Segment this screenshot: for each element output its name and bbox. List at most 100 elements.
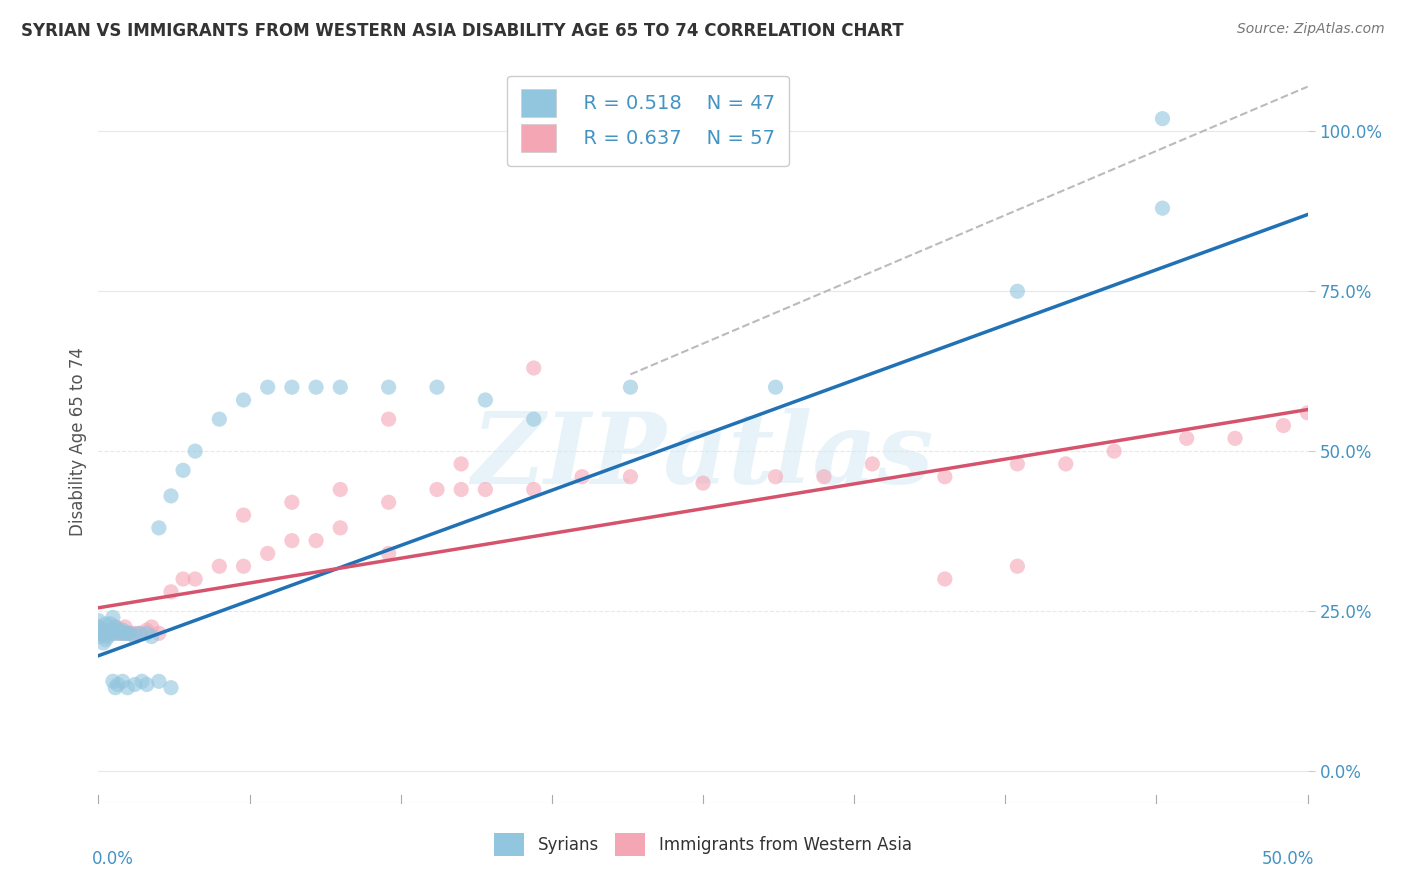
Point [111,626,134,640]
Point [523,361,546,376]
Point [172,572,194,586]
Point [329,483,352,497]
Point [111,623,134,637]
Point [1272,418,1295,433]
Point [377,546,399,560]
Legend: Syrians, Immigrants from Western Asia: Syrians, Immigrants from Western Asia [488,826,918,863]
Point [281,495,304,509]
Point [172,463,194,477]
Point [108,623,131,637]
Point [100,626,122,640]
Point [87,620,110,634]
Point [91,626,114,640]
Point [87,614,110,628]
Point [107,623,129,637]
Point [104,620,127,634]
Point [107,677,129,691]
Point [97,630,120,644]
Point [135,626,157,640]
Point [87,620,110,634]
Point [117,681,139,695]
Y-axis label: Disability Age 65 to 74: Disability Age 65 to 74 [69,347,87,536]
Point [124,630,146,644]
Point [208,412,231,426]
Point [141,620,163,634]
Point [474,483,496,497]
Point [934,572,956,586]
Point [377,380,399,394]
Point [160,489,183,503]
Point [90,623,112,637]
Point [135,677,157,691]
Point [111,674,134,689]
Point [128,626,150,640]
Point [104,620,127,634]
Point [1007,559,1029,574]
Point [101,623,124,637]
Point [232,508,254,522]
Point [160,681,183,695]
Point [114,620,136,634]
Point [1175,431,1198,445]
Point [256,546,278,560]
Point [1152,201,1174,215]
Point [450,483,472,497]
Point [97,626,120,640]
Point [108,626,131,640]
Point [91,636,114,650]
Point [426,380,449,394]
Point [232,392,254,407]
Point [101,610,124,624]
Point [619,469,641,483]
Point [1223,431,1246,445]
Point [90,630,112,644]
Point [148,626,170,640]
Point [135,623,157,637]
Point [450,457,472,471]
Point [107,626,129,640]
Point [474,392,496,407]
Point [377,495,399,509]
Point [619,380,641,394]
Point [305,533,328,548]
Point [1054,457,1077,471]
Point [860,457,883,471]
Point [104,626,127,640]
Point [523,412,546,426]
Point [813,469,835,483]
Point [94,626,117,640]
Point [128,626,150,640]
Point [101,674,124,689]
Point [100,623,122,637]
Point [1152,112,1174,126]
Point [91,626,114,640]
Text: 0.0%: 0.0% [93,850,134,868]
Point [148,674,170,689]
Point [934,469,956,483]
Point [1296,406,1319,420]
Point [281,533,304,548]
Point [184,444,207,458]
Point [94,616,117,631]
Point [1102,444,1125,458]
Point [148,521,170,535]
Point [124,677,146,691]
Point [117,626,139,640]
Point [281,380,304,394]
Point [118,626,141,640]
Point [117,626,139,640]
Text: Source: ZipAtlas.com: Source: ZipAtlas.com [1237,22,1385,37]
Point [111,626,134,640]
Point [208,559,231,574]
Point [118,626,141,640]
Point [765,380,787,394]
Point [426,483,449,497]
Text: SYRIAN VS IMMIGRANTS FROM WESTERN ASIA DISABILITY AGE 65 TO 74 CORRELATION CHART: SYRIAN VS IMMIGRANTS FROM WESTERN ASIA D… [21,22,904,40]
Point [571,469,593,483]
Point [104,681,127,695]
Point [329,521,352,535]
Point [94,623,117,637]
Point [1007,457,1029,471]
Point [131,674,153,689]
Point [1007,285,1029,299]
